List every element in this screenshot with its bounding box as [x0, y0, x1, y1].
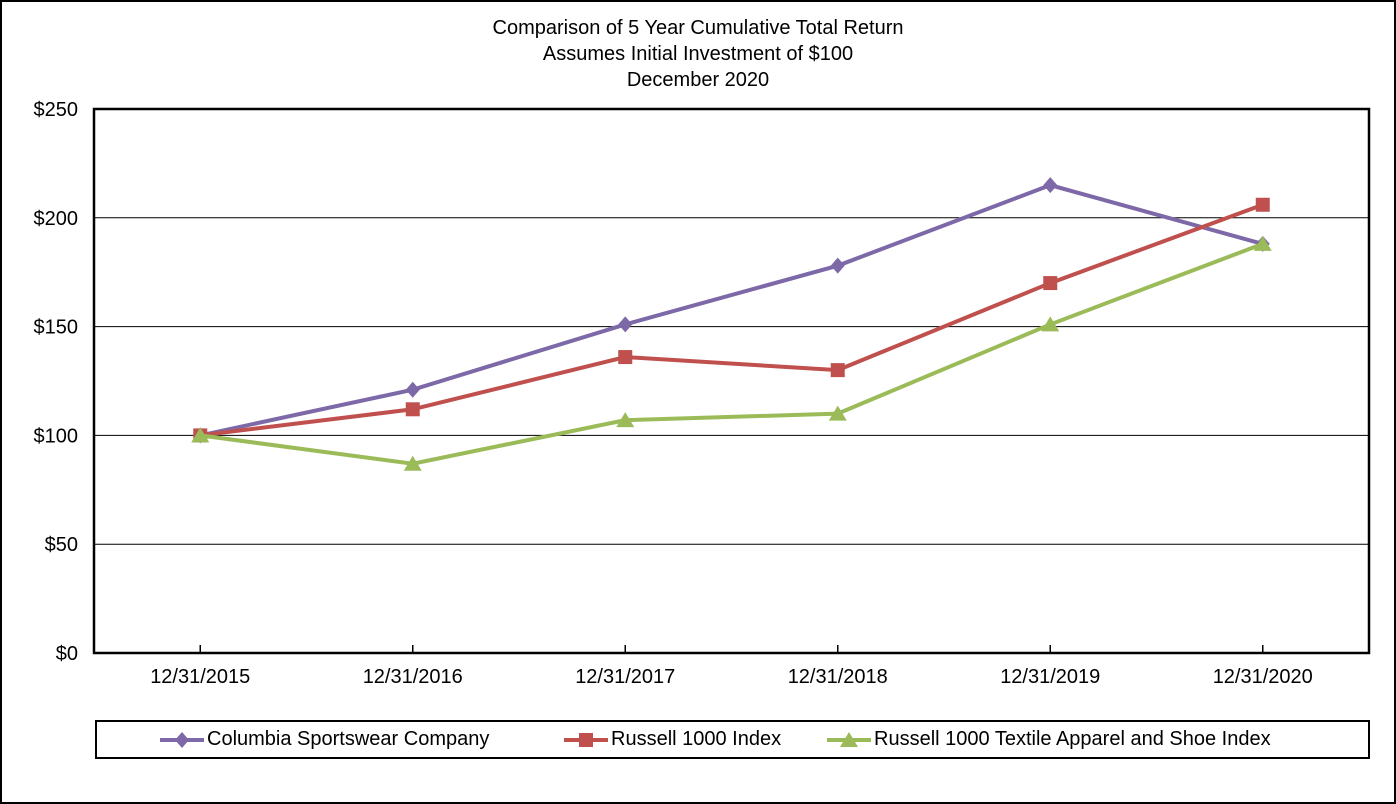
y-tick-label: $0: [56, 643, 78, 665]
legend-item-2: Russell 1000 Textile Apparel and Shoe In…: [827, 722, 1271, 757]
series-0-marker: [830, 257, 845, 274]
series-1-marker: [1043, 276, 1058, 291]
series-2-marker: [1041, 316, 1060, 332]
legend-marker-shape: [840, 731, 858, 747]
series-0-marker: [405, 381, 420, 398]
series-0-marker: [618, 316, 633, 333]
legend-marker-shape: [175, 731, 189, 748]
x-tick-label: 12/31/2017: [575, 666, 675, 688]
y-tick-label: $100: [34, 425, 79, 447]
legend-box: Columbia Sportswear Company Russell 1000 …: [95, 720, 1370, 759]
square-legend-marker-icon: [564, 732, 608, 747]
triangle-legend-marker-icon: [827, 731, 871, 747]
legend-label-0: Columbia Sportswear Company: [207, 728, 490, 750]
legend-marker-shape: [579, 732, 593, 747]
series-2-marker: [191, 427, 210, 443]
legend-label-2: Russell 1000 Textile Apparel and Shoe In…: [874, 728, 1271, 750]
x-tick-label: 12/31/2019: [1000, 666, 1100, 688]
series-1-marker: [1255, 197, 1270, 212]
y-tick-label: $150: [34, 317, 79, 339]
chart-title: Comparison of 5 Year Cumulative Total Re…: [2, 15, 1394, 93]
x-tick-label: 12/31/2015: [150, 666, 250, 688]
x-tick-label: 12/31/2016: [363, 666, 463, 688]
y-tick-label: $250: [34, 99, 79, 121]
series-1-marker: [405, 402, 420, 417]
series-2-marker: [828, 405, 847, 421]
y-tick-label: $200: [34, 208, 79, 230]
series-0-marker: [1043, 177, 1058, 194]
series-line-0: [199, 183, 1264, 438]
x-tick-label: 12/31/2018: [788, 666, 888, 688]
diamond-legend-marker-icon: [160, 731, 204, 748]
legend-item-1: Russell 1000 Index: [564, 722, 781, 757]
series-2-marker: [403, 455, 422, 471]
legend-label-1: Russell 1000 Index: [611, 728, 782, 750]
plot-border: [92, 107, 1371, 655]
series-2-marker: [1253, 235, 1272, 251]
x-tick-label: 12/31/2020: [1213, 666, 1313, 688]
series-2-marker: [616, 412, 635, 428]
series-1-marker: [618, 350, 633, 365]
chart-title-line-3: December 2020: [626, 69, 770, 91]
series-line-2: [199, 242, 1264, 466]
chart-title-line-1: Comparison of 5 Year Cumulative Total Re…: [492, 17, 904, 39]
legend-item-0: Columbia Sportswear Company: [160, 722, 489, 757]
series-1-marker: [830, 363, 845, 378]
y-tick-label: $50: [45, 534, 78, 556]
series-line-1: [200, 202, 1264, 438]
chart-title-line-2: Assumes Initial Investment of $100: [542, 43, 854, 65]
